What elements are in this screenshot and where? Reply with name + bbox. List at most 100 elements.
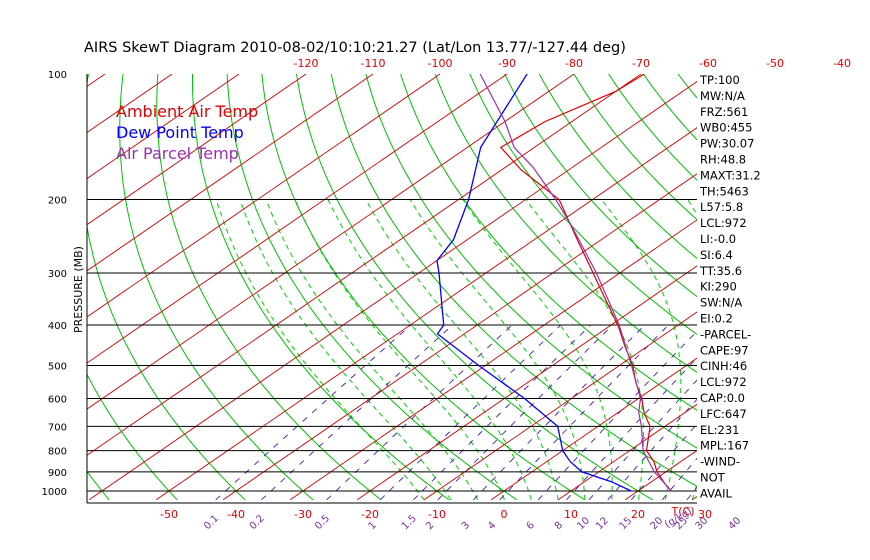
pressure-tick-label: 200 <box>48 196 67 207</box>
top-temp-tick-label: -110 <box>361 57 386 70</box>
bottom-temp-tick-label: -50 <box>160 508 178 521</box>
top-temp-tick-label: -60 <box>699 57 717 70</box>
index-21: LFC:647 <box>700 407 747 421</box>
pressure-tick-label: 600 <box>48 394 67 405</box>
dry-adiabat <box>330 74 697 487</box>
isotherm <box>557 403 697 501</box>
index-8: L57:5.8 <box>700 200 743 214</box>
mixing-ratio-line <box>740 325 870 500</box>
isotherm <box>87 74 307 226</box>
mixing-ratio-tick-label: 1 <box>367 520 379 532</box>
dry-adiabat <box>851 74 870 500</box>
moist-adiabat <box>215 199 425 501</box>
mixing-ratio-tick-label: 20 <box>649 515 666 532</box>
moist-adiabat <box>294 199 506 501</box>
isotherm <box>87 74 508 364</box>
top-temp-tick-label: -50 <box>766 57 784 70</box>
dry-adiabat <box>87 470 110 501</box>
mixing-ratio-line <box>473 324 646 501</box>
mixing-ratio-tick-label: 0.2 <box>248 513 267 532</box>
dry-adiabat <box>365 74 697 449</box>
isotherm <box>0 74 38 500</box>
index-4: PW:30.07 <box>700 137 754 151</box>
pressure-tick-label: 500 <box>48 361 67 372</box>
dry-adiabat <box>119 74 314 501</box>
mixing-ratio-line <box>499 324 669 501</box>
mixing-ratio-line <box>437 324 614 501</box>
isotherm <box>87 74 575 410</box>
top-temp-tick-label: -80 <box>565 57 583 70</box>
index-17: CAPE:97 <box>700 343 749 357</box>
dry-adiabat <box>504 74 697 298</box>
dry-adiabat <box>469 74 697 336</box>
index-12: TT:35.6 <box>699 264 742 278</box>
mixing-ratio-line <box>607 398 697 501</box>
dry-adiabat <box>87 74 246 501</box>
pressure-tick-label: 800 <box>48 447 67 458</box>
isotherm <box>490 357 697 501</box>
isotherm <box>356 265 697 501</box>
moist-adiabat <box>601 199 682 500</box>
pressure-tick-label: 400 <box>48 321 67 332</box>
isotherm <box>155 127 697 501</box>
dry-adiabat <box>156 74 382 501</box>
isotherm <box>87 74 441 318</box>
bottom-temp-tick-label: -10 <box>428 508 446 521</box>
index-23: MPL:167 <box>700 439 749 453</box>
pressure-tick-label: 300 <box>48 269 67 280</box>
bottom-temp-tick-label: 10 <box>564 508 578 521</box>
mixing-ratio-tick-label: 2 <box>424 520 436 532</box>
dewpoint-line <box>436 74 632 492</box>
isotherm <box>87 74 106 87</box>
index-1: MW:N/A <box>700 89 745 103</box>
ambient-temp-line <box>499 74 672 492</box>
index-20: CAP:0.0 <box>700 391 745 405</box>
moist-adiabat <box>327 199 532 500</box>
pressure-tick-label: 1000 <box>42 487 67 498</box>
top-temp-tick-label: -100 <box>428 57 453 70</box>
index-0: TP:100 <box>699 73 740 87</box>
moist-adiabat <box>265 199 479 501</box>
index-24: -WIND- <box>700 455 740 469</box>
mixing-ratio-tick-label: 3 <box>460 520 472 532</box>
index-25: NOT <box>700 471 726 485</box>
top-temp-tick-label: -90 <box>498 57 516 70</box>
index-2: FRZ:561 <box>700 105 748 119</box>
dry-adiabat <box>296 74 654 501</box>
index-26: AVAIL <box>700 486 733 500</box>
mixing-ratio-tick-label: 12 <box>594 515 611 532</box>
index-3: WB0:455 <box>700 121 752 135</box>
chart-legend: Ambient Air Temp Dew Point Temp Air Parc… <box>116 102 258 163</box>
index-11: SI:6.4 <box>700 248 733 262</box>
mixing-ratio-line <box>537 330 697 501</box>
index-14: SW:N/A <box>700 296 742 310</box>
index-15: EI:0.2 <box>700 312 733 326</box>
mixing-ratio-line <box>379 324 561 501</box>
mixing-ratio-tick-label: 40 <box>727 515 744 532</box>
moist-adiabat <box>525 199 644 500</box>
mixing-ratio-tick-label: 8 <box>553 520 565 532</box>
index-7: TH:5463 <box>699 184 749 198</box>
chart-title: AIRS SkewT Diagram 2010-08-02/10:10:21.2… <box>84 40 626 56</box>
mixing-ratio-line <box>566 357 697 501</box>
mixing-ratio-tick-label: 6 <box>525 520 537 532</box>
moist-adiabat <box>239 199 452 501</box>
isotherm <box>222 173 697 501</box>
isotherm <box>423 311 697 501</box>
dry-adiabat <box>817 74 870 500</box>
mixing-ratio-tick-label: 0.5 <box>313 513 332 532</box>
index-6: MAXT:31.2 <box>700 168 761 182</box>
bottom-temp-tick-label: -20 <box>361 508 379 521</box>
dry-adiabat <box>434 74 697 373</box>
dry-adiabat <box>747 74 870 500</box>
legend-ambient-label: Ambient Air Temp <box>116 102 258 121</box>
index-10: LI:-0.0 <box>700 232 736 246</box>
dry-adiabat <box>782 74 870 500</box>
bottom-temp-tick-label: 20 <box>631 508 645 521</box>
top-temp-tick-label: -70 <box>632 57 650 70</box>
dry-adiabat <box>538 74 697 260</box>
index-19: LCL:972 <box>700 375 747 389</box>
legend-dewpoint-label: Dew Point Temp <box>116 123 244 142</box>
mixing-ratio-tick-label: 0.1 <box>202 513 221 532</box>
